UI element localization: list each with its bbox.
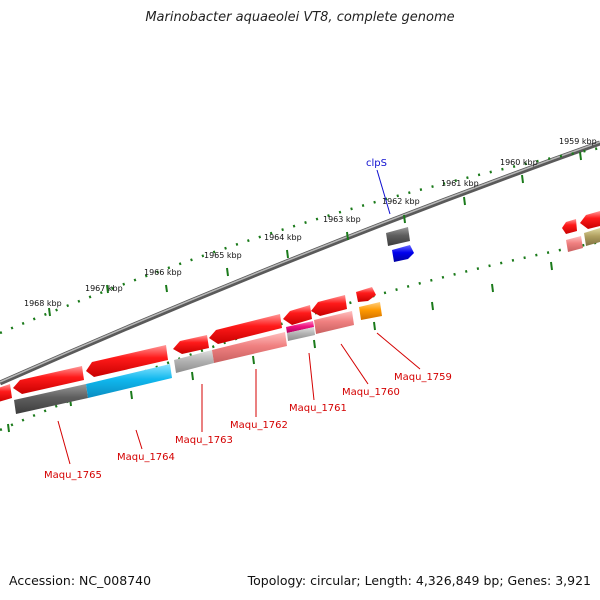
cds-arrow[interactable] (356, 287, 376, 302)
cds-arrow[interactable] (86, 345, 168, 377)
cog-block[interactable] (392, 245, 414, 262)
locus-label[interactable]: Maqu_1762 (230, 420, 288, 431)
cds-arrow[interactable] (562, 219, 577, 234)
cds-arrow[interactable] (580, 211, 600, 229)
locus-labels: Maqu_1765 Maqu_1764 Maqu_1763 Maqu_1762 … (44, 372, 452, 481)
scale-label: 1968 kbp (24, 299, 62, 308)
genome-summary-text: Topology: circular; Length: 4,326,849 bp… (247, 573, 591, 588)
cds-arrow[interactable] (13, 366, 84, 394)
locus-label[interactable]: Maqu_1759 (394, 372, 452, 383)
scale-label: 1963 kbp (323, 215, 361, 224)
cog-block[interactable] (386, 227, 410, 246)
cds-arrow[interactable] (173, 335, 209, 354)
scale-label: 1962 kbp (382, 197, 420, 206)
gene-label-clps[interactable]: clpS (366, 158, 387, 169)
map-title: Marinobacter aquaeolei VT8, complete gen… (145, 10, 455, 25)
cds-row (0, 211, 600, 403)
gene-leader-line (376, 169, 391, 215)
cds-arrow[interactable] (209, 314, 282, 344)
locus-label[interactable]: Maqu_1763 (175, 435, 233, 446)
scale-labels: 1968 kbp 1967 kbp 1966 kbp 1965 kbp 1964… (24, 137, 597, 308)
cog-block[interactable] (86, 364, 172, 398)
cds-arrow[interactable] (0, 384, 12, 403)
scale-label: 1961 kbp (441, 179, 479, 188)
locus-label[interactable]: Maqu_1765 (44, 470, 102, 481)
cds-arrow[interactable] (311, 295, 347, 316)
scale-label: 1965 kbp (204, 251, 242, 260)
scale-label: 1966 kbp (144, 268, 182, 277)
locus-label[interactable]: Maqu_1760 (342, 387, 400, 398)
scale-label: 1964 kbp (264, 233, 302, 242)
scale-label: 1967 kbp (85, 284, 123, 293)
cog-block[interactable] (359, 302, 382, 320)
cog-block[interactable] (174, 350, 214, 373)
cog-block[interactable] (287, 327, 315, 341)
backbone (0, 140, 600, 386)
scale-label: 1959 kbp (559, 137, 597, 146)
cog-row (14, 227, 600, 414)
locus-label[interactable]: Maqu_1761 (289, 403, 347, 414)
cog-block[interactable] (566, 236, 583, 252)
accession-text: Accession: NC_008740 (9, 573, 152, 588)
scale-label: 1960 kbp (500, 158, 538, 167)
locus-label[interactable]: Maqu_1764 (117, 452, 175, 463)
cog-block[interactable] (584, 228, 600, 246)
leader-lines (57, 332, 421, 465)
cog-block[interactable] (314, 311, 354, 334)
cog-block[interactable] (286, 321, 314, 333)
cds-arrow[interactable] (283, 305, 312, 325)
outer-major-ticks (48, 151, 582, 317)
cog-block[interactable] (14, 384, 88, 414)
cog-block[interactable] (212, 332, 287, 363)
